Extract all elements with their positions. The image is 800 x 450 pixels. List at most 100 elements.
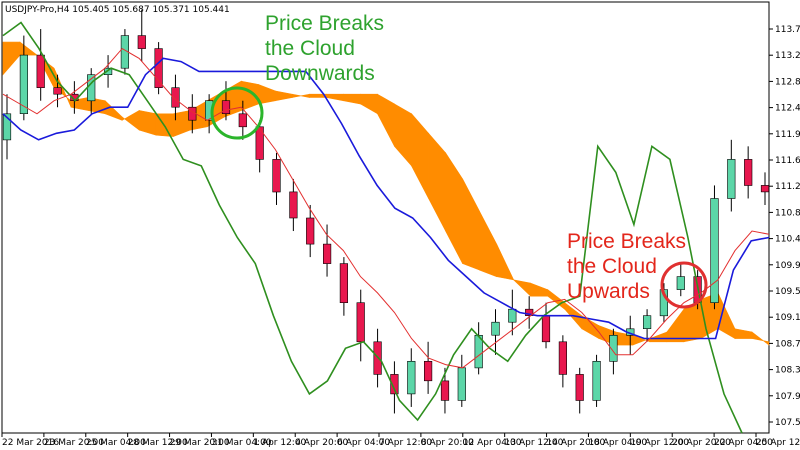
candle-body: [407, 360, 416, 395]
candle-body: [104, 67, 113, 75]
candle-body: [676, 276, 685, 290]
y-tick-label: 111.210: [775, 182, 800, 192]
y-tick-label: 112.850: [775, 77, 800, 87]
candle-body: [440, 380, 450, 401]
candle-body: [272, 159, 281, 193]
candle-body: [154, 48, 163, 88]
cloud-segment: [751, 331, 770, 346]
x-tick-label: 23 Mar 20:00: [44, 438, 104, 448]
y-tick-label: 110.400: [775, 235, 800, 245]
candle: [356, 289, 365, 362]
candle-body: [2, 113, 12, 141]
candle-body: [609, 334, 618, 362]
x-tick-label: 22 Mar 2016: [2, 438, 59, 448]
x-tick-label: 18 Apr 04:00: [588, 438, 647, 448]
y-tick-label: 109.160: [775, 313, 800, 323]
y-tick-label: 111.640: [775, 156, 800, 166]
candle-body: [508, 308, 517, 323]
annotation-line: Upwards: [567, 280, 650, 303]
candle: [104, 55, 113, 88]
candle-body: [137, 35, 146, 49]
candle-body: [36, 54, 45, 88]
candle: [154, 42, 163, 95]
candle-body: [744, 159, 753, 186]
candle: [322, 224, 332, 277]
candle: [525, 296, 534, 329]
x-tick-label: 13 Apr 12:00: [505, 438, 564, 448]
x-tick-label: 7 Apr 12:00: [379, 438, 432, 448]
candle: [744, 146, 753, 199]
candle: [2, 94, 12, 160]
x-tick-label: 22 Apr 04:00: [714, 438, 773, 448]
annotation-breakout: Price Breaks the Cloud Upwards: [567, 230, 686, 303]
kijun-sen-line: [2, 57, 770, 340]
candle-body: [423, 360, 433, 382]
x-tick-label: 14 Apr 20:00: [547, 438, 606, 448]
candle-body: [727, 159, 736, 199]
candle-body: [575, 374, 584, 401]
candle: [592, 354, 601, 407]
candle: [727, 139, 736, 212]
candles: [2, 9, 770, 414]
x-tick-label: 25 Mar 04:00: [86, 438, 146, 448]
y-tick-label: 111.990: [775, 130, 800, 140]
candle: [407, 348, 416, 407]
annotation-line: Price Breaks: [567, 230, 686, 253]
y-tick-label: 107.910: [775, 392, 800, 402]
candle-body: [306, 217, 315, 245]
indicator-lines: [2, 21, 770, 434]
y-tick-label: 108.330: [775, 366, 800, 376]
annotation-line: Downwards: [265, 62, 375, 85]
x-tick-label: 31 Mar 04:00: [211, 438, 271, 448]
x-tick-label: 20 Apr 20:00: [672, 438, 731, 448]
candle: [272, 152, 281, 205]
candle: [558, 335, 567, 388]
candle-body: [525, 308, 534, 317]
tenkan-sen-line: [2, 47, 770, 369]
candle-body: [53, 87, 62, 95]
plot-frame: [1, 1, 770, 434]
candle: [390, 361, 399, 414]
candle-body: [592, 360, 601, 401]
breakout-circle: [660, 261, 708, 309]
candle: [642, 309, 652, 342]
x-tick-label: 12 Apr 04:00: [463, 438, 522, 448]
candle: [306, 204, 315, 258]
x-tick-label: 4 Apr 20:00: [295, 438, 348, 448]
x-tick-label: 6 Apr 04:00: [337, 438, 390, 448]
y-tick-label: 107.500: [775, 418, 800, 428]
candle: [221, 81, 231, 121]
candle-body: [558, 341, 567, 375]
y-tick-label: 113.710: [775, 25, 800, 35]
candle-body: [221, 100, 231, 114]
y-tick-label: 109.990: [775, 261, 800, 271]
highlight-circles: [210, 86, 708, 309]
chart-header: USDJPY-Pro,H4 105.405 105.687 105.371 10…: [5, 5, 230, 15]
candle-body: [491, 321, 500, 336]
x-tick-label: 29 Mar 20:00: [170, 438, 230, 448]
candle-body: [171, 87, 180, 108]
candle-body: [322, 243, 332, 264]
y-tick-label: 109.570: [775, 287, 800, 297]
candle-body: [356, 302, 365, 343]
candle-body: [457, 367, 466, 401]
candle: [575, 367, 584, 414]
candle-body: [710, 198, 719, 303]
candle: [760, 172, 770, 205]
annotation-line: the Cloud: [567, 255, 657, 278]
candle: [36, 29, 45, 101]
y-tick-label: 110.810: [775, 208, 800, 218]
candle: [339, 257, 349, 316]
candle-body: [238, 113, 247, 128]
x-tick-label: 25 Apr 12:00: [756, 438, 800, 448]
x-tick-label: 8 Apr 20:00: [421, 438, 474, 448]
candle: [53, 74, 62, 108]
y-tick-label: 108.740: [775, 339, 800, 349]
candle: [289, 178, 298, 232]
candle-body: [255, 126, 264, 160]
candle: [423, 341, 433, 394]
breakdown-circle: [210, 86, 264, 140]
annotation-breakdown: Price Breaks the Cloud Downwards: [265, 12, 384, 85]
